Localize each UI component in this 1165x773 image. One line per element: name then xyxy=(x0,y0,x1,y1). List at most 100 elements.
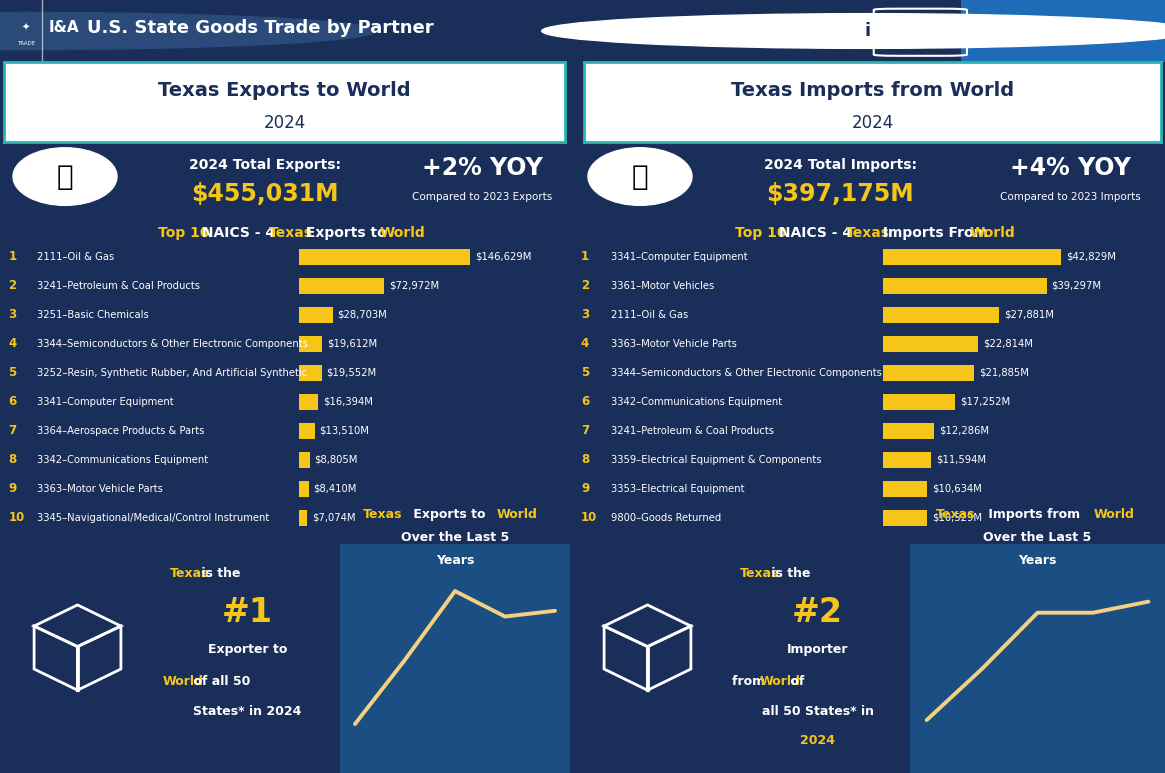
Text: 6: 6 xyxy=(581,395,589,408)
Text: I&A: I&A xyxy=(49,20,79,36)
Text: $17,252M: $17,252M xyxy=(960,397,1010,407)
Text: 1: 1 xyxy=(581,250,589,263)
FancyBboxPatch shape xyxy=(961,0,1165,62)
Text: 4: 4 xyxy=(8,337,16,350)
Text: 3341–Computer Equipment: 3341–Computer Equipment xyxy=(37,397,174,407)
Text: $16,394M: $16,394M xyxy=(323,397,373,407)
Text: Top 10: Top 10 xyxy=(158,226,210,240)
Text: Years: Years xyxy=(436,554,474,567)
Text: Imports from: Imports from xyxy=(984,508,1085,521)
Text: 2024: 2024 xyxy=(852,114,894,132)
Text: World: World xyxy=(496,508,537,521)
Circle shape xyxy=(542,14,1165,49)
Text: 3241–Petroleum & Coal Products: 3241–Petroleum & Coal Products xyxy=(610,426,774,436)
Text: 3344–Semiconductors & Other Electronic Components: 3344–Semiconductors & Other Electronic C… xyxy=(37,339,308,349)
Text: 9800–Goods Returned: 9800–Goods Returned xyxy=(610,513,721,523)
Text: $22,814M: $22,814M xyxy=(983,339,1032,349)
Text: 10: 10 xyxy=(581,512,598,524)
Text: Exporter to: Exporter to xyxy=(207,643,288,656)
Text: 2111–Oil & Gas: 2111–Oil & Gas xyxy=(610,310,687,320)
Text: 2024 Total Imports:: 2024 Total Imports: xyxy=(763,158,917,172)
Text: $28,703M: $28,703M xyxy=(338,310,387,320)
Text: U.S. State Goods Trade by Partner: U.S. State Goods Trade by Partner xyxy=(87,19,435,37)
Text: TRADE: TRADE xyxy=(16,41,35,46)
Text: 2111–Oil & Gas: 2111–Oil & Gas xyxy=(37,251,114,261)
Circle shape xyxy=(588,148,692,206)
Text: ✦: ✦ xyxy=(22,23,29,33)
Text: 3341–Computer Equipment: 3341–Computer Equipment xyxy=(610,251,747,261)
Text: World: World xyxy=(380,226,425,240)
Text: Top 10: Top 10 xyxy=(735,226,786,240)
FancyBboxPatch shape xyxy=(883,249,1061,264)
Text: Texas: Texas xyxy=(170,567,210,581)
Text: $19,552M: $19,552M xyxy=(326,368,376,378)
FancyBboxPatch shape xyxy=(299,481,309,497)
Text: $39,297M: $39,297M xyxy=(1051,281,1101,291)
Text: 10: 10 xyxy=(8,512,24,524)
Text: States* in 2024: States* in 2024 xyxy=(193,705,302,717)
FancyBboxPatch shape xyxy=(883,335,979,352)
FancyBboxPatch shape xyxy=(299,452,310,468)
Text: $397,175M: $397,175M xyxy=(767,182,913,206)
Text: World: World xyxy=(969,226,1015,240)
FancyBboxPatch shape xyxy=(299,278,384,294)
FancyBboxPatch shape xyxy=(299,249,471,264)
FancyBboxPatch shape xyxy=(299,365,322,381)
Text: 3241–Petroleum & Coal Products: 3241–Petroleum & Coal Products xyxy=(37,281,200,291)
Text: 7: 7 xyxy=(581,424,589,438)
Text: $8,410M: $8,410M xyxy=(313,484,356,494)
Text: World: World xyxy=(162,675,203,688)
Text: 3364–Aerospace Products & Parts: 3364–Aerospace Products & Parts xyxy=(37,426,204,436)
Text: $146,629M: $146,629M xyxy=(475,251,531,261)
FancyBboxPatch shape xyxy=(883,365,974,381)
FancyBboxPatch shape xyxy=(883,481,927,497)
FancyBboxPatch shape xyxy=(299,335,322,352)
Text: $42,829M: $42,829M xyxy=(1066,251,1116,261)
Text: i: i xyxy=(864,22,871,40)
Text: 2: 2 xyxy=(581,279,589,292)
Text: Compared to 2023 Exports: Compared to 2023 Exports xyxy=(412,192,552,202)
Text: is the: is the xyxy=(767,567,811,581)
Text: of: of xyxy=(786,675,805,688)
Text: $27,881M: $27,881M xyxy=(1004,310,1054,320)
Text: 3: 3 xyxy=(581,308,589,321)
Text: Texas Imports from World: Texas Imports from World xyxy=(730,81,1014,100)
FancyBboxPatch shape xyxy=(883,452,932,468)
Text: $455,031M: $455,031M xyxy=(191,182,339,206)
Text: 2024 Total Exports:: 2024 Total Exports: xyxy=(189,158,341,172)
Text: Over the Last 5: Over the Last 5 xyxy=(401,531,509,544)
Text: 3361–Motor Vehicles: 3361–Motor Vehicles xyxy=(610,281,714,291)
Text: 2024: 2024 xyxy=(800,734,835,747)
Text: Texas: Texas xyxy=(363,508,402,521)
Text: 2: 2 xyxy=(8,279,16,292)
Text: 🌎: 🌎 xyxy=(57,162,73,191)
Text: NAICS - 4: NAICS - 4 xyxy=(775,226,857,240)
FancyBboxPatch shape xyxy=(299,394,318,410)
Text: 3363–Motor Vehicle Parts: 3363–Motor Vehicle Parts xyxy=(37,484,163,494)
Text: 3251–Basic Chemicals: 3251–Basic Chemicals xyxy=(37,310,149,320)
Text: 3: 3 xyxy=(8,308,16,321)
Text: Select Filter(s): Select Filter(s) xyxy=(998,23,1127,39)
FancyBboxPatch shape xyxy=(883,510,927,526)
Text: 5: 5 xyxy=(581,366,589,380)
FancyBboxPatch shape xyxy=(883,423,934,439)
FancyBboxPatch shape xyxy=(299,423,315,439)
Text: from: from xyxy=(733,675,770,688)
Text: 9: 9 xyxy=(8,482,16,495)
Text: #1: #1 xyxy=(223,596,273,629)
Text: 3359–Electrical Equipment & Components: 3359–Electrical Equipment & Components xyxy=(610,455,821,465)
Text: Texas: Texas xyxy=(740,567,779,581)
Text: $72,972M: $72,972M xyxy=(389,281,439,291)
Text: 9: 9 xyxy=(581,482,589,495)
Text: Years: Years xyxy=(1018,554,1057,567)
Text: +2% YOY: +2% YOY xyxy=(422,156,543,180)
Text: 3363–Motor Vehicle Parts: 3363–Motor Vehicle Parts xyxy=(610,339,736,349)
Text: 🌐: 🌐 xyxy=(631,162,648,191)
Text: $10,529M: $10,529M xyxy=(932,513,982,523)
FancyBboxPatch shape xyxy=(883,278,1046,294)
Text: of all 50: of all 50 xyxy=(190,675,250,688)
Text: 7: 7 xyxy=(8,424,16,438)
Text: Exports to: Exports to xyxy=(409,508,489,521)
FancyBboxPatch shape xyxy=(299,510,308,526)
Text: 8: 8 xyxy=(581,453,589,466)
